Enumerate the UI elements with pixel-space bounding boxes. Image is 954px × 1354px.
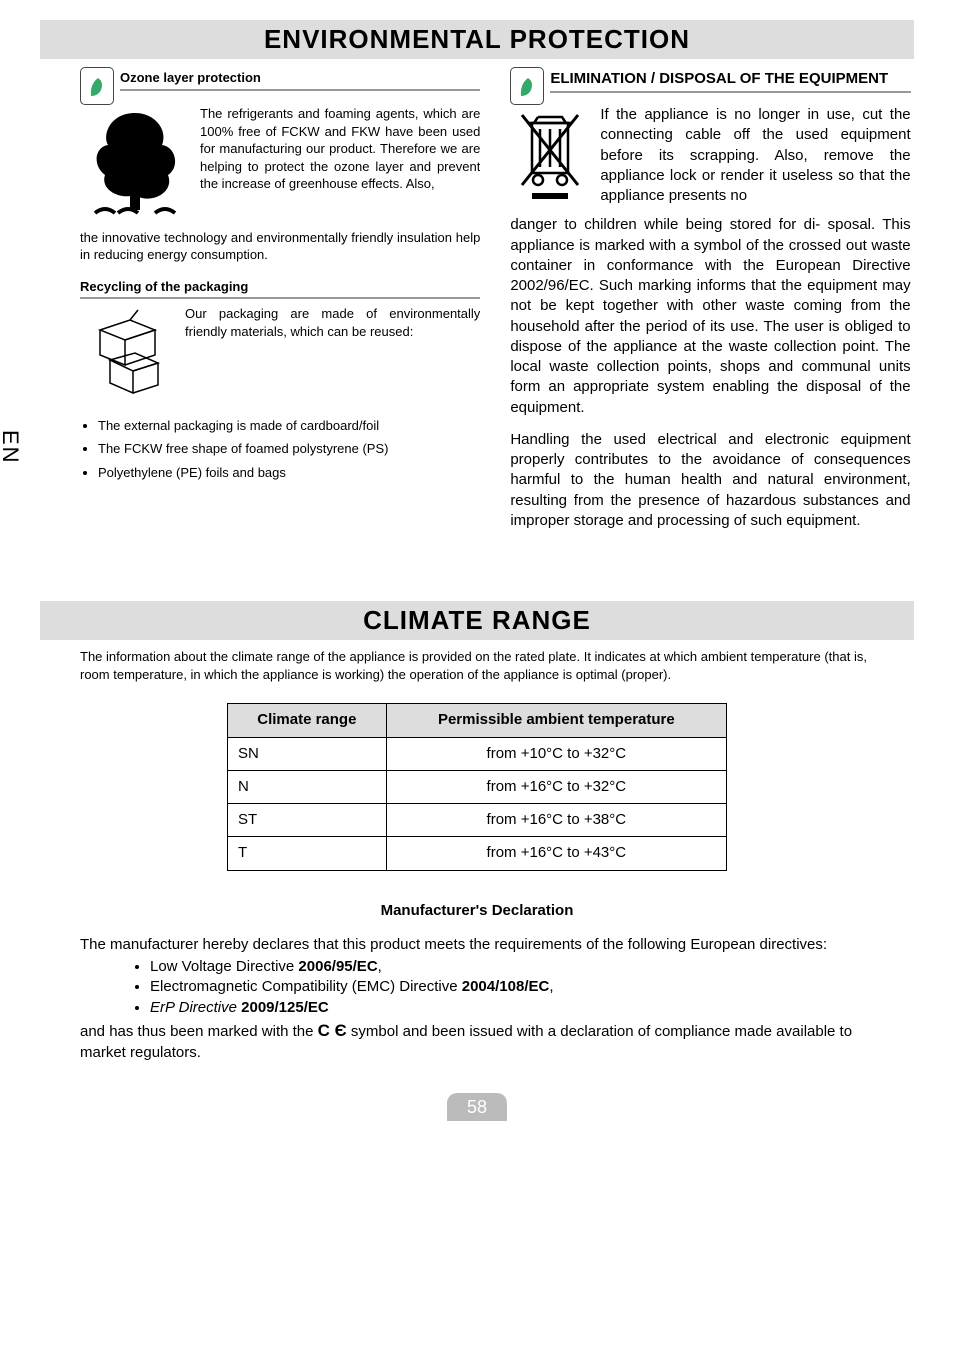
section-title-climate: CLIMATE RANGE — [40, 601, 914, 640]
table-row: Tfrom +16°C to +43°C — [228, 837, 727, 870]
cell: SN — [228, 737, 387, 770]
recycle-boxes-icon — [80, 305, 175, 405]
heading-disposal: ELIMINATION / DISPOSAL OF THE EQUIPMENT — [550, 69, 910, 93]
cell: from +10°C to +32°C — [386, 737, 726, 770]
packaging-bullets: The external packaging is made of cardbo… — [98, 417, 480, 482]
bullet-item: The external packaging is made of cardbo… — [98, 417, 480, 435]
table-row: SNfrom +10°C to +32°C — [228, 737, 727, 770]
right-column: ELIMINATION / DISPOSAL OF THE EQUIPMENT … — [510, 67, 910, 531]
cell: from +16°C to +38°C — [386, 804, 726, 837]
declaration-trail: and has thus been marked with the C Є sy… — [80, 1020, 874, 1063]
section-title-environmental: ENVIRONMENTAL PROTECTION — [40, 20, 914, 59]
directive-item: Electromagnetic Compatibility (EMC) Dire… — [150, 977, 874, 997]
table-header: Permissible ambient temperature — [386, 704, 726, 737]
disposal-text-tail: Handling the used electrical and electro… — [510, 430, 910, 531]
heading-ozone: Ozone layer protection — [120, 69, 480, 91]
two-column-layout: Ozone layer protection The refrigerants … — [80, 67, 914, 531]
leaf-icon — [510, 67, 544, 105]
bullet-item: The FCKW free shape of foamed polystyren… — [98, 440, 480, 458]
climate-table: Climate range Permissible ambient temper… — [227, 703, 727, 870]
leaf-icon — [80, 67, 114, 105]
disposal-text-main: danger to children while being stored fo… — [510, 215, 910, 418]
tree-icon — [80, 105, 190, 225]
declaration-body: The manufacturer hereby declares that th… — [80, 935, 874, 1063]
table-header: Climate range — [228, 704, 387, 737]
page-number: 58 — [447, 1093, 507, 1121]
cell: from +16°C to +43°C — [386, 837, 726, 870]
cell: from +16°C to +32°C — [386, 770, 726, 803]
left-column: Ozone layer protection The refrigerants … — [80, 67, 480, 531]
bullet-item: Polyethylene (PE) foils and bags — [98, 464, 480, 482]
ozone-text-rest: the innovative technology and environmen… — [80, 229, 480, 264]
heading-recycling: Recycling of the packaging — [80, 278, 480, 300]
declaration-lead: The manufacturer hereby declares that th… — [80, 935, 874, 955]
table-row: Nfrom +16°C to +32°C — [228, 770, 727, 803]
table-row: STfrom +16°C to +38°C — [228, 804, 727, 837]
declaration-title: Manufacturer's Declaration — [40, 901, 914, 921]
weee-bin-icon — [510, 105, 590, 211]
directive-item: ErP Directive 2009/125/EC — [150, 998, 874, 1018]
cell: N — [228, 770, 387, 803]
cell: T — [228, 837, 387, 870]
side-language-tab: EN — [0, 430, 25, 465]
climate-description: The information about the climate range … — [80, 648, 874, 683]
directive-item: Low Voltage Directive 2006/95/EC, — [150, 957, 874, 977]
cell: ST — [228, 804, 387, 837]
directive-list: Low Voltage Directive 2006/95/EC, Electr… — [150, 957, 874, 1018]
